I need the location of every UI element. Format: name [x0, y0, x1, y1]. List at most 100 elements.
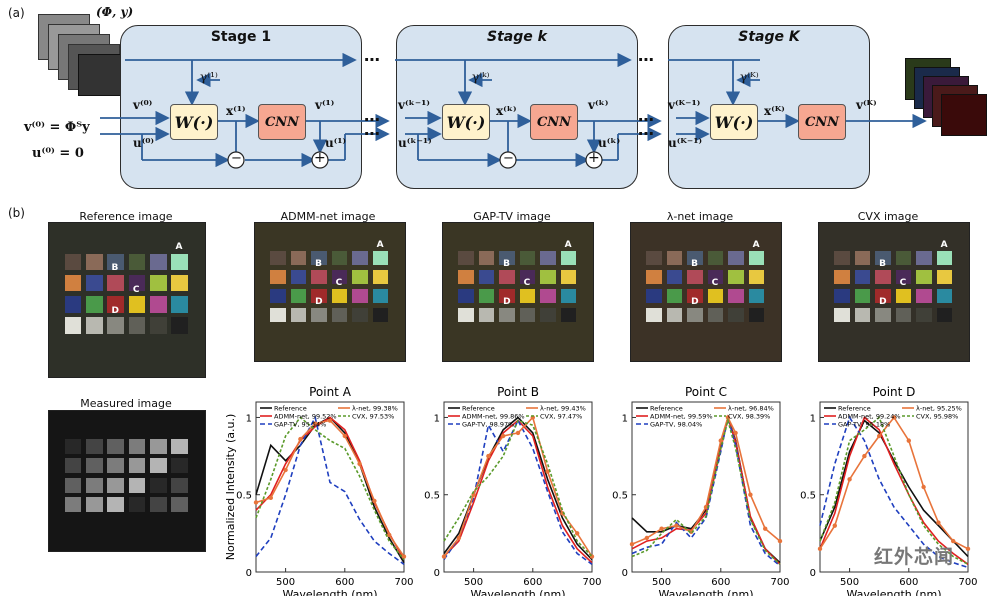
x-K: x⁽ᴷ⁾ [764, 104, 785, 118]
color-patch [458, 250, 474, 266]
color-patch [149, 439, 167, 454]
legend-entry: GAP-TV, 95.18% [838, 421, 890, 429]
color-patch [687, 250, 703, 266]
color-patch [834, 250, 850, 266]
color-patch [171, 496, 188, 512]
color-patch [107, 253, 124, 271]
stage-k-title: Stage k [487, 29, 547, 45]
color-patch [875, 307, 891, 323]
gamma-k: γ⁽ᵏ⁾ [472, 70, 490, 84]
color-patch [331, 288, 348, 304]
lambda-net-point [725, 415, 731, 420]
color-patch [936, 288, 953, 304]
point-marker-c: C [335, 278, 343, 289]
color-patch [171, 439, 188, 454]
x-tick-label: 500 [652, 577, 671, 588]
x-tick-label: 700 [394, 577, 413, 588]
lambda-net-point [763, 526, 768, 531]
plus-sign-k: + [588, 150, 600, 166]
measured-image [48, 410, 206, 552]
color-patch [728, 269, 744, 285]
color-patch [128, 439, 146, 454]
point-marker-d: D [315, 297, 323, 308]
color-patch [646, 250, 662, 266]
init-v-label: v⁽⁰⁾ = Φᵀy [24, 120, 90, 135]
color-patch [85, 439, 103, 454]
x-axis-label: Wavelength (nm) [658, 588, 753, 596]
color-patch [149, 496, 167, 512]
legend-entry: Reference [838, 405, 871, 413]
lambda-net-point [456, 535, 461, 541]
series-line-gaptv [255, 415, 405, 565]
x-tick-label: 600 [335, 577, 354, 588]
y-tick-label: 0.5 [612, 491, 628, 502]
color-patch [458, 269, 474, 285]
point-marker-d: D [879, 297, 887, 308]
color-patch [311, 269, 327, 285]
color-patch [107, 458, 124, 474]
ellipsis-top-1: ⋯ [364, 50, 380, 69]
series-line-gaptv [819, 415, 969, 569]
color-patch [107, 296, 124, 313]
init-u-label: u⁽⁰⁾ = 0 [32, 146, 84, 161]
series-line-cvx [255, 416, 405, 561]
x-k: x⁽ᵏ⁾ [496, 104, 517, 118]
series-line-gaptv [443, 418, 593, 565]
color-patch [85, 317, 103, 334]
legend-entry: CVX, 95.98% [916, 413, 958, 421]
y-tick-label: 0.5 [800, 491, 816, 502]
color-patch [128, 458, 146, 474]
color-patch [519, 250, 536, 266]
measured-image-caption: Measured image [80, 397, 172, 410]
cnn-block-k: CNN [530, 104, 578, 140]
color-patch [107, 317, 124, 334]
color-patch [311, 250, 327, 266]
add-node-k [585, 151, 603, 169]
color-patch [499, 250, 515, 266]
v-out-1: v⁽¹⁾ [315, 98, 335, 112]
point-marker-a: A [564, 240, 572, 251]
legend-entry: ADMM-net, 99.59% [650, 413, 713, 421]
lambda-net-point [847, 477, 852, 482]
color-patch [687, 288, 703, 304]
legend-entry: GAP-TV, 95.54% [274, 421, 326, 429]
color-patch [171, 317, 188, 334]
color-patch [85, 274, 103, 292]
x-axis-label: Wavelength (nm) [846, 588, 941, 596]
y-tick-label: 0.5 [236, 491, 252, 502]
legend-entry: Reference [274, 405, 307, 413]
gamma-K: γ⁽ᴷ⁾ [740, 70, 759, 84]
color-patch [64, 496, 82, 512]
color-patch [646, 307, 662, 323]
cvx-image-caption: CVX image [857, 210, 919, 223]
point-marker-a: A [376, 240, 384, 251]
lambda-net-point [253, 500, 259, 505]
y-axis-label: Normalized Intensity (a.u.) [224, 414, 237, 561]
y-tick-label: 1 [622, 413, 628, 424]
lambda-net-point [674, 523, 679, 528]
color-patch [560, 269, 577, 285]
plus-sign-1: + [314, 150, 326, 166]
series-line-cvx [443, 419, 593, 558]
x-tick-label: 700 [958, 577, 977, 588]
x-tick-label: 500 [840, 577, 859, 588]
color-patch [311, 307, 327, 323]
lambda-net-point [703, 504, 709, 510]
lambda-net-point [921, 484, 926, 490]
cnn-block-1: CNN [258, 104, 306, 140]
lambda-net-point [387, 532, 392, 538]
x-tick-label: 600 [899, 577, 918, 588]
color-patch [895, 250, 912, 266]
color-patch [936, 250, 953, 266]
chart-title: Point A [309, 385, 352, 399]
y-tick-label: 0 [246, 568, 252, 579]
legend-entry: ADMM-net, 99.86% [462, 413, 525, 421]
lambda-net-point [951, 538, 956, 544]
lambda-net-point [357, 461, 362, 467]
legend-entry: CVX, 98.39% [728, 413, 770, 421]
legend-entry: Reference [462, 405, 495, 413]
color-patch [128, 253, 146, 271]
w-operator-block-K: W(·) [710, 104, 758, 140]
color-patch [478, 269, 495, 285]
point-marker-b: B [111, 263, 119, 274]
